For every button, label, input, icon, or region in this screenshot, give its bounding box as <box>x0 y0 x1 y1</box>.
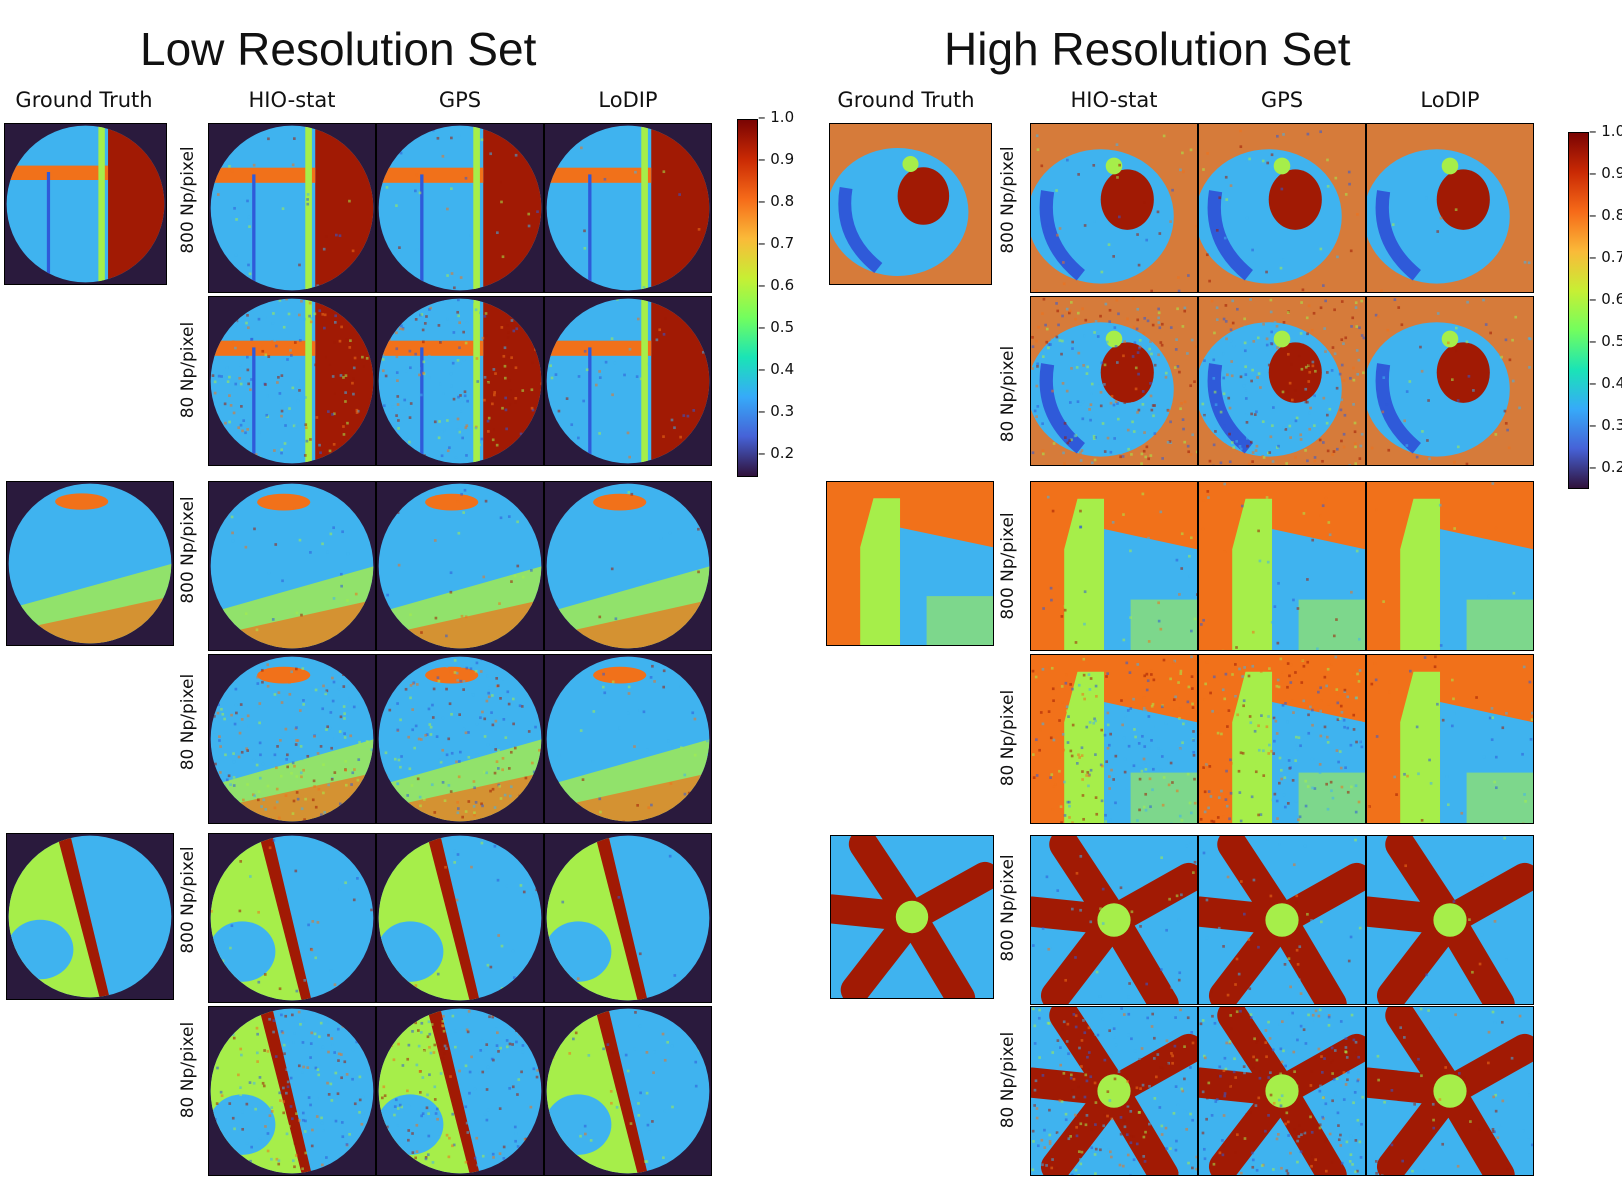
high-house-ground-truth <box>826 481 994 646</box>
high-colorbar-tick-0: – 1.0 <box>1589 122 1622 140</box>
low-hio-stat-header: HIO-stat <box>248 88 336 112</box>
high-starfish-recon-1-1 <box>1030 835 1198 1005</box>
high-starfish-recon-2-1 <box>1030 1006 1198 1176</box>
low-colorbar-tick-4: – 0.6 <box>758 276 795 294</box>
low-edge-recon-2-1 <box>208 1006 376 1176</box>
high-colorbar-tick-7: – 0.3 <box>1589 416 1622 434</box>
high-house-recon-2-1 <box>1030 654 1198 824</box>
high-house-recon-2-2 <box>1198 654 1366 824</box>
low-ground-truth-header: Ground Truth <box>15 88 153 112</box>
low-surface-recon-2-1 <box>208 654 376 824</box>
high-colorbar-tick-3: – 0.7 <box>1589 248 1622 266</box>
low-surface-recon-1-3 <box>544 481 712 651</box>
high-house-recon-1-2 <box>1198 481 1366 651</box>
low-edge-recon-1-3 <box>544 833 712 1003</box>
high-starfish-recon-1-2 <box>1198 835 1366 1005</box>
high-ground-truth-header: Ground Truth <box>837 88 975 112</box>
low-row1-label: 800 Np/pixel <box>178 146 198 254</box>
low-gps-header: GPS <box>438 88 482 112</box>
low-edge-recon-2-3 <box>544 1006 712 1176</box>
low-row4-label: 80 Np/pixel <box>178 673 198 771</box>
high-starfish-recon-2-3 <box>1366 1006 1534 1176</box>
low-colorbar-tick-1: – 0.9 <box>758 150 795 168</box>
high-colorbar <box>1568 132 1589 489</box>
high-parrot-recon-2-3 <box>1366 296 1534 466</box>
low-window-recon-2-3 <box>544 296 712 466</box>
low-colorbar-tick-3: – 0.7 <box>758 234 795 252</box>
low-colorbar-tick-8: – 0.2 <box>758 444 795 462</box>
low-surface-ground-truth <box>6 481 174 646</box>
high-hio-stat-header: HIO-stat <box>1070 88 1158 112</box>
high-parrot-recon-2-2 <box>1198 296 1366 466</box>
low-window-recon-2-1 <box>208 296 376 466</box>
low-window-recon-1-2 <box>376 123 544 293</box>
low-window-recon-1-1 <box>208 123 376 293</box>
low-row5-label: 800 Np/pixel <box>178 846 198 954</box>
high-row3-label: 800 Np/pixel <box>998 512 1018 620</box>
low-colorbar-tick-7: – 0.3 <box>758 402 795 420</box>
high-colorbar-tick-6: – 0.4 <box>1589 374 1622 392</box>
high-row4-label: 80 Np/pixel <box>998 689 1018 787</box>
high-colorbar-tick-8: – 0.2 <box>1589 458 1622 476</box>
low-colorbar-tick-5: – 0.5 <box>758 318 795 336</box>
high-row6-label: 80 Np/pixel <box>998 1031 1018 1129</box>
low-colorbar-tick-0: – 1.0 <box>758 108 795 126</box>
high-parrot-recon-1-2 <box>1198 123 1366 293</box>
low-window-recon-2-2 <box>376 296 544 466</box>
high-row5-label: 800 Np/pixel <box>998 854 1018 962</box>
low-edge-ground-truth <box>6 833 174 1000</box>
low-edge-recon-2-2 <box>376 1006 544 1176</box>
high-starfish-recon-1-3 <box>1366 835 1534 1005</box>
high-house-recon-2-3 <box>1366 654 1534 824</box>
high-row2-label: 80 Np/pixel <box>998 345 1018 443</box>
high-resolution-title: High Resolution Set <box>944 23 1351 75</box>
high-starfish-recon-2-2 <box>1198 1006 1366 1176</box>
high-parrot-recon-1-3 <box>1366 123 1534 293</box>
high-colorbar-tick-5: – 0.5 <box>1589 332 1622 350</box>
high-house-recon-1-3 <box>1366 481 1534 651</box>
low-surface-recon-1-2 <box>376 481 544 651</box>
high-colorbar-tick-1: – 0.9 <box>1589 164 1622 182</box>
low-surface-recon-1-1 <box>208 481 376 651</box>
low-edge-recon-1-2 <box>376 833 544 1003</box>
high-colorbar-tick-4: – 0.6 <box>1589 290 1622 308</box>
high-starfish-ground-truth <box>830 835 994 999</box>
low-row2-label: 80 Np/pixel <box>178 321 198 419</box>
high-parrot-ground-truth <box>829 123 992 285</box>
low-resolution-title: Low Resolution Set <box>140 23 537 75</box>
high-row1-label: 800 Np/pixel <box>998 146 1018 254</box>
low-edge-recon-1-1 <box>208 833 376 1003</box>
low-surface-recon-2-3 <box>544 654 712 824</box>
low-row3-label: 800 Np/pixel <box>178 496 198 604</box>
low-colorbar <box>737 119 758 477</box>
low-window-recon-1-3 <box>544 123 712 293</box>
low-colorbar-tick-2: – 0.8 <box>758 192 795 210</box>
low-row6-label: 80 Np/pixel <box>178 1021 198 1119</box>
high-lodip-header: LoDIP <box>1420 88 1480 112</box>
high-parrot-recon-1-1 <box>1030 123 1198 293</box>
high-gps-header: GPS <box>1260 88 1304 112</box>
high-colorbar-tick-2: – 0.8 <box>1589 206 1622 224</box>
low-window-ground-truth <box>4 123 167 285</box>
low-colorbar-tick-6: – 0.4 <box>758 360 795 378</box>
high-parrot-recon-2-1 <box>1030 296 1198 466</box>
high-house-recon-1-1 <box>1030 481 1198 651</box>
low-lodip-header: LoDIP <box>598 88 658 112</box>
low-surface-recon-2-2 <box>376 654 544 824</box>
